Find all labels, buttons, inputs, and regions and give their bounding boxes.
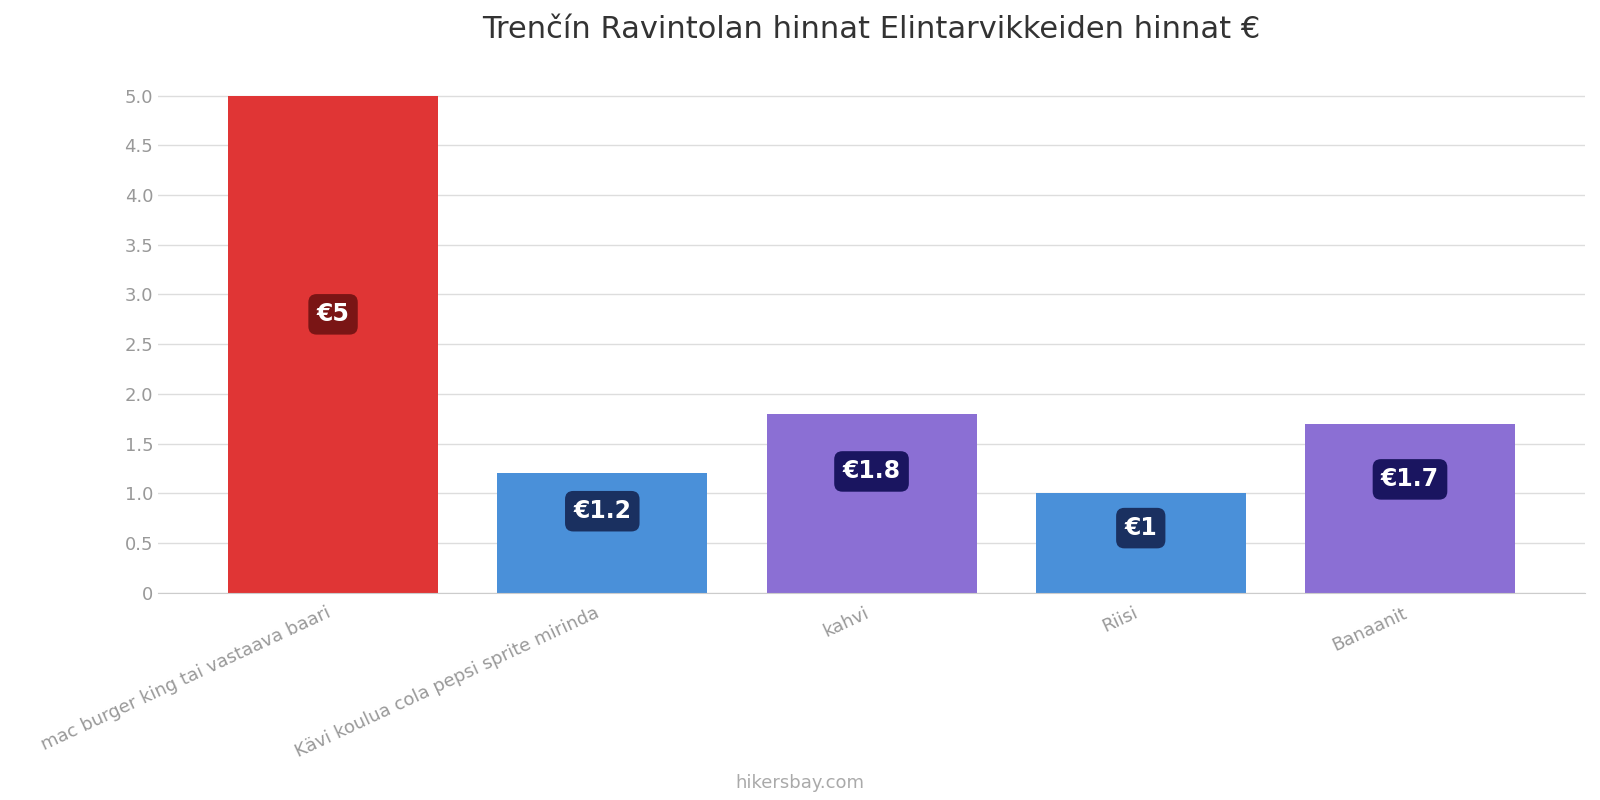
Bar xyxy=(229,96,438,593)
Text: €1.2: €1.2 xyxy=(573,499,632,523)
Text: hikersbay.com: hikersbay.com xyxy=(736,774,864,792)
Text: €1.8: €1.8 xyxy=(843,459,901,483)
Text: €1.7: €1.7 xyxy=(1381,467,1438,491)
Bar xyxy=(1035,494,1246,593)
Bar xyxy=(1306,424,1515,593)
Bar xyxy=(498,474,707,593)
Text: €1: €1 xyxy=(1125,516,1157,540)
Title: Trenčín Ravintolan hinnat Elintarvikkeiden hinnat €: Trenčín Ravintolan hinnat Elintarvikkeid… xyxy=(483,15,1261,44)
Bar xyxy=(766,414,976,593)
Text: €5: €5 xyxy=(317,302,349,326)
